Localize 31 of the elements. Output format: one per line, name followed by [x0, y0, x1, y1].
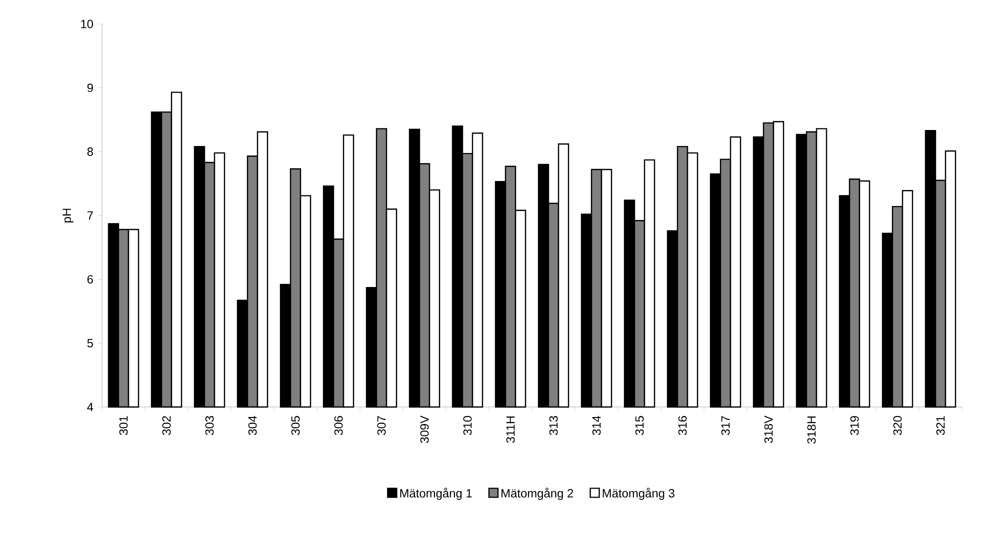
legend-label: Mätomgång 3 [602, 488, 674, 500]
x-tick-label: 313 [549, 416, 558, 435]
x-tick-label: 307 [377, 416, 386, 435]
legend-label: Mätomgång 2 [502, 488, 574, 500]
x-tick-label: 301 [119, 416, 128, 435]
x-tick-label: 309V [420, 416, 429, 443]
x-tick-label: 304 [248, 416, 257, 435]
x-tick-label: 306 [334, 416, 343, 435]
x-tick-label: 302 [162, 416, 171, 435]
y-tick-label: 10 [81, 20, 94, 28]
x-tick-label: 311H [506, 416, 515, 443]
x-tick-label: 316 [678, 416, 687, 435]
x-tick-label: 321 [936, 416, 945, 435]
y-tick-label: 9 [87, 84, 93, 92]
legend-label: Mätomgång 1 [400, 488, 472, 500]
x-tick-label: 319 [850, 416, 859, 435]
x-tick-label: 310 [463, 416, 472, 435]
x-tick-label: 303 [205, 416, 214, 435]
x-tick-label: 318V [764, 416, 773, 443]
x-tick-label: 320 [893, 416, 902, 435]
y-tick-label: 4 [87, 402, 94, 412]
y-tick-label: 7 [87, 211, 93, 220]
x-tick-label: 318H [807, 416, 816, 444]
y-tick-label: 8 [87, 147, 93, 156]
x-tick-label: 315 [635, 416, 644, 435]
x-tick-label: 305 [291, 416, 300, 435]
y-axis-title: pH [62, 208, 74, 222]
x-tick-label: 317 [721, 416, 730, 435]
x-tick-label: 314 [592, 416, 601, 435]
y-tick-label: 5 [87, 338, 93, 348]
y-tick-label: 6 [87, 275, 93, 284]
